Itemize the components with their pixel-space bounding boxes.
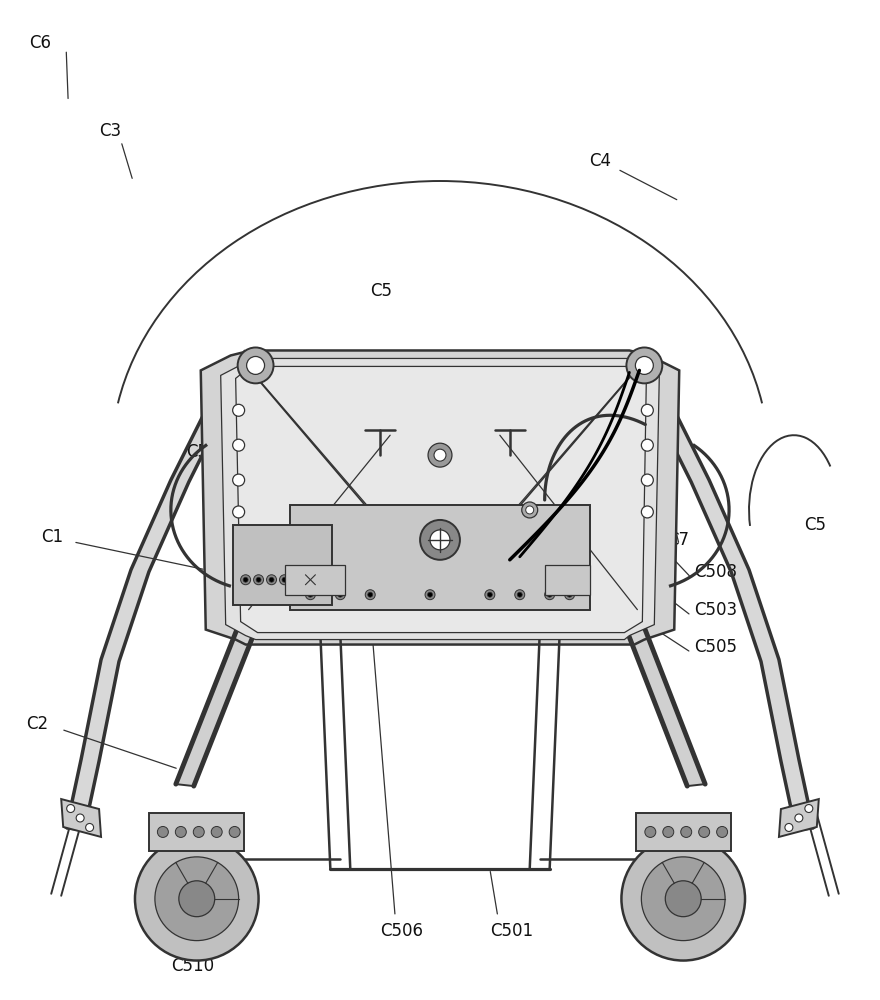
Circle shape (642, 506, 653, 518)
Text: C506: C506 (380, 922, 423, 940)
Text: C503: C503 (694, 601, 737, 619)
Text: C4: C4 (590, 152, 612, 170)
Circle shape (642, 474, 653, 486)
Circle shape (525, 506, 533, 514)
Circle shape (282, 577, 287, 582)
Circle shape (485, 590, 495, 600)
Circle shape (211, 826, 222, 837)
Circle shape (547, 592, 552, 597)
Circle shape (785, 823, 793, 831)
Text: C502: C502 (420, 391, 463, 409)
Circle shape (621, 837, 745, 961)
Polygon shape (62, 799, 101, 837)
Circle shape (365, 590, 375, 600)
Circle shape (428, 592, 433, 597)
FancyBboxPatch shape (636, 813, 731, 851)
Circle shape (565, 590, 575, 600)
Circle shape (428, 443, 452, 467)
Circle shape (517, 592, 522, 597)
Circle shape (430, 530, 450, 550)
Text: C7: C7 (667, 531, 689, 549)
Polygon shape (236, 366, 646, 633)
Text: C5: C5 (803, 516, 825, 534)
Circle shape (642, 439, 653, 451)
Text: C501: C501 (490, 922, 533, 940)
Polygon shape (614, 350, 814, 831)
Text: C2: C2 (26, 715, 48, 733)
Circle shape (515, 590, 524, 600)
Circle shape (175, 826, 187, 837)
Text: C510: C510 (171, 957, 214, 975)
Circle shape (135, 837, 259, 961)
Circle shape (642, 404, 653, 416)
Text: C509: C509 (348, 391, 392, 409)
Circle shape (243, 577, 248, 582)
Text: C508: C508 (694, 563, 737, 581)
Circle shape (280, 575, 290, 585)
Polygon shape (779, 799, 818, 837)
Circle shape (238, 347, 274, 383)
Circle shape (229, 826, 240, 837)
Circle shape (488, 592, 492, 597)
Circle shape (85, 823, 93, 831)
Circle shape (425, 590, 435, 600)
FancyBboxPatch shape (232, 525, 333, 605)
Text: C5: C5 (370, 282, 392, 300)
Text: C507: C507 (186, 443, 229, 461)
FancyBboxPatch shape (290, 505, 590, 610)
FancyBboxPatch shape (285, 565, 345, 595)
Polygon shape (201, 350, 679, 645)
Circle shape (805, 805, 813, 813)
Circle shape (158, 826, 168, 837)
Circle shape (240, 575, 251, 585)
FancyBboxPatch shape (149, 813, 244, 851)
Circle shape (642, 857, 725, 941)
Circle shape (305, 590, 315, 600)
Circle shape (246, 356, 265, 374)
Circle shape (269, 577, 274, 582)
Text: C1: C1 (41, 528, 63, 546)
Circle shape (77, 814, 84, 822)
Text: C505: C505 (694, 638, 737, 656)
Circle shape (635, 356, 653, 374)
Circle shape (338, 592, 343, 597)
Circle shape (179, 881, 215, 917)
Circle shape (368, 592, 373, 597)
Circle shape (232, 474, 245, 486)
Circle shape (253, 575, 263, 585)
Circle shape (267, 575, 276, 585)
Circle shape (665, 881, 701, 917)
Circle shape (308, 592, 313, 597)
Circle shape (663, 826, 674, 837)
Circle shape (681, 826, 692, 837)
Circle shape (256, 577, 261, 582)
Circle shape (335, 590, 345, 600)
Text: C511: C511 (490, 391, 533, 409)
Circle shape (155, 857, 238, 941)
Polygon shape (66, 350, 266, 831)
Circle shape (716, 826, 728, 837)
Circle shape (67, 805, 75, 813)
Polygon shape (627, 628, 705, 786)
Circle shape (232, 404, 245, 416)
Text: C512: C512 (285, 391, 329, 409)
Circle shape (194, 826, 204, 837)
Circle shape (795, 814, 803, 822)
Circle shape (645, 826, 656, 837)
Circle shape (699, 826, 709, 837)
Circle shape (232, 439, 245, 451)
Polygon shape (221, 358, 659, 640)
Text: C6: C6 (29, 34, 51, 52)
Circle shape (627, 347, 663, 383)
Circle shape (522, 502, 538, 518)
Circle shape (434, 449, 446, 461)
Text: C504: C504 (217, 391, 260, 409)
Circle shape (545, 590, 554, 600)
FancyBboxPatch shape (545, 565, 590, 595)
Circle shape (567, 592, 572, 597)
Circle shape (232, 506, 245, 518)
Circle shape (420, 520, 460, 560)
Polygon shape (176, 628, 255, 786)
Text: C3: C3 (99, 122, 121, 140)
